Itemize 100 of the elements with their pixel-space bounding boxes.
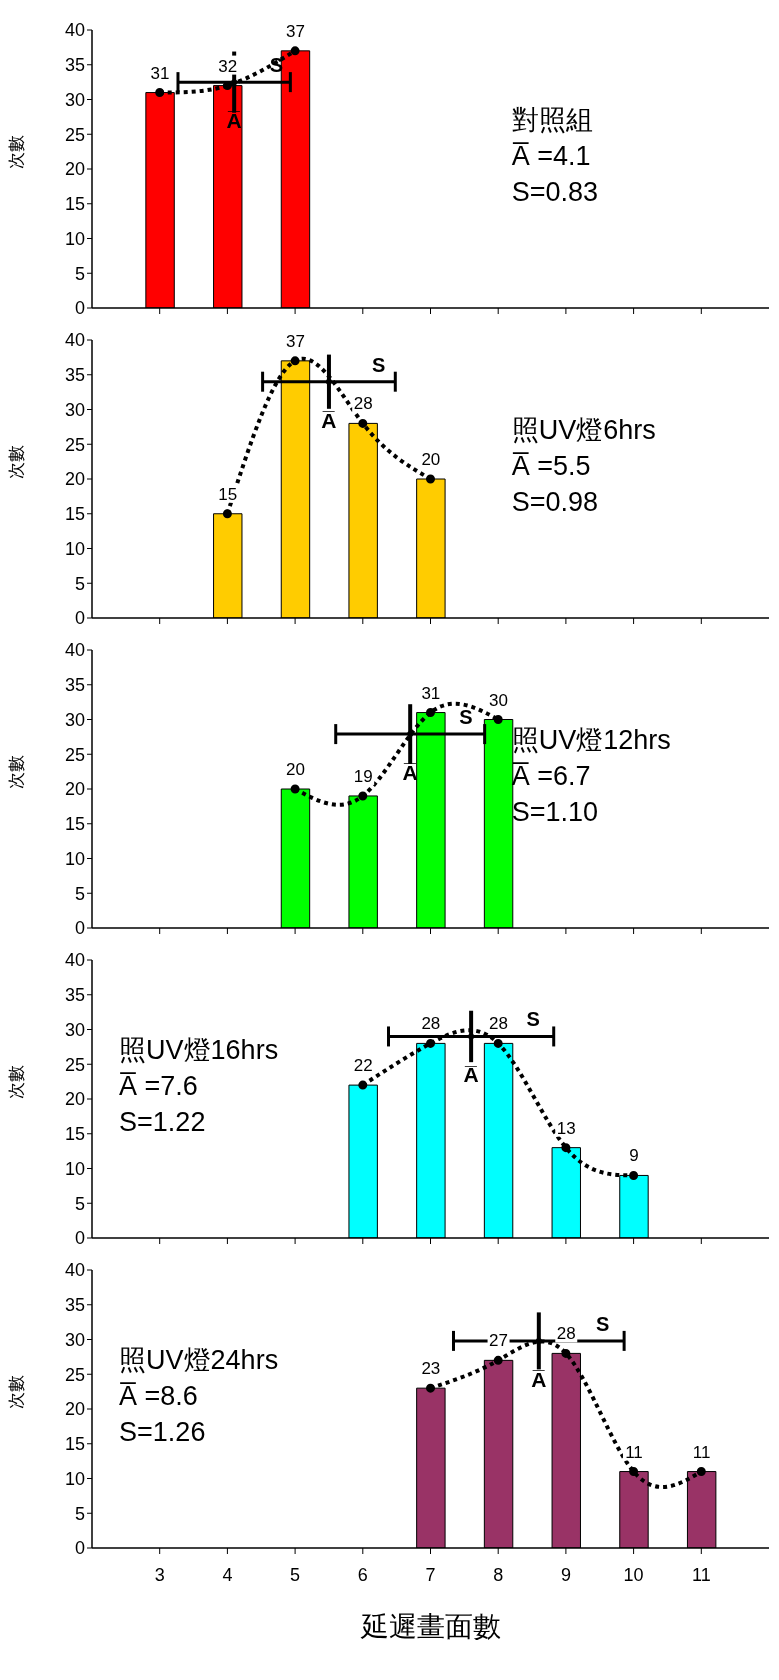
y-tick-label: 15 (64, 194, 85, 215)
data-label: 31 (150, 63, 170, 83)
y-tick-label: 25 (64, 744, 85, 765)
y-axis-title: 次數 (7, 135, 27, 169)
annotation: A̅ =7.6 (119, 1070, 199, 1104)
y-tick-label: 30 (64, 1019, 85, 1040)
text: 照UV燈16hrs (119, 1034, 279, 1068)
y-tick-label: 10 (64, 848, 85, 869)
data-label: 20 (286, 760, 305, 779)
y-axis-title: 次數 (7, 1065, 27, 1099)
annotation: S (459, 706, 473, 729)
y-tick-label: 40 (64, 20, 85, 41)
y-tick-label: 15 (64, 1124, 85, 1145)
y-tick-label: 0 (74, 1538, 85, 1559)
annotation: A̅ =5.5 (511, 450, 592, 484)
y-axis-title: 次數 (7, 755, 27, 789)
y-tick-label: 5 (74, 263, 85, 284)
annotation: A̅ =8.6 (119, 1380, 199, 1414)
annotation: A̅ =4.1 (511, 140, 592, 174)
data-label: 13 (556, 1118, 576, 1138)
data-label: 9 (629, 1146, 639, 1166)
y-tick-label: 5 (74, 1503, 85, 1524)
x-tick-label: 11 (691, 1564, 711, 1585)
y-axis-title: 次數 (7, 445, 27, 479)
y-tick-label: 15 (64, 814, 85, 835)
y-tick-label: 40 (64, 640, 85, 661)
y-tick-label: 30 (64, 89, 85, 110)
y-tick-label: 10 (64, 228, 85, 249)
data-label: 22 (353, 1056, 373, 1076)
annotation: S=1.22 (119, 1106, 207, 1140)
y-tick-label: 30 (64, 709, 85, 730)
x-tick-label: 8 (493, 1564, 504, 1585)
y-tick-label: 20 (64, 1399, 85, 1420)
y-tick-label: 25 (64, 1054, 85, 1075)
text: 照UV燈12hrs (511, 724, 671, 758)
data-label: 11 (625, 1442, 643, 1462)
x-axis-title: 延遲畫面數 (359, 1611, 501, 1642)
annotation: S (372, 353, 386, 376)
y-tick-label: 25 (64, 434, 85, 455)
annotation: S (596, 1312, 610, 1335)
y-tick-label: 40 (64, 950, 85, 971)
annotation: S=0.98 (511, 486, 600, 520)
y-tick-label: 20 (64, 1089, 85, 1110)
x-tick-label: 9 (560, 1564, 571, 1585)
text: 照UV燈24hrs (119, 1344, 279, 1378)
y-tick-label: 40 (64, 330, 85, 351)
y-tick-label: 20 (64, 159, 85, 180)
series-label: A̅ (321, 408, 337, 432)
x-tick-label: 10 (623, 1564, 644, 1585)
y-tick-label: 5 (74, 1193, 85, 1214)
y-tick-label: 15 (64, 1434, 85, 1455)
y-tick-label: 10 (64, 538, 85, 559)
data-label: 28 (353, 394, 373, 414)
y-tick-label: 0 (74, 608, 85, 629)
y-tick-label: 10 (64, 1468, 85, 1489)
y-tick-label: 30 (64, 399, 85, 420)
data-label: 32 (218, 56, 238, 76)
x-tick-label: 6 (357, 1564, 368, 1585)
data-label: 37 (286, 21, 305, 41)
data-label: 30 (489, 690, 509, 710)
data-label: 19 (353, 766, 373, 786)
x-tick-label: 7 (425, 1564, 436, 1585)
y-tick-label: 35 (64, 985, 85, 1006)
y-tick-label: 25 (64, 1364, 85, 1385)
data-label: 27 (489, 1331, 509, 1351)
series-label: A̅ (226, 109, 242, 133)
y-tick-label: 35 (64, 1295, 85, 1316)
y-tick-label: 15 (64, 504, 85, 525)
y-tick-label: 40 (64, 1260, 85, 1281)
y-tick-label: 20 (64, 779, 85, 800)
annotation: S=0.83 (511, 176, 599, 210)
text: 對照組 (511, 104, 594, 138)
annotation: S (526, 1008, 540, 1031)
y-tick-label: 5 (74, 883, 85, 904)
y-tick-label: 35 (64, 365, 85, 386)
data-label: 28 (421, 1014, 441, 1034)
y-tick-label: 10 (64, 1158, 85, 1179)
series-label: A̅ (531, 1367, 547, 1391)
data-label: 15 (218, 484, 238, 504)
y-tick-label: 35 (64, 675, 85, 696)
data-label: 20 (421, 450, 441, 469)
y-tick-label: 0 (74, 298, 85, 319)
y-tick-label: 5 (74, 573, 85, 594)
data-label: 28 (489, 1014, 509, 1034)
annotation: S=1.10 (511, 796, 600, 830)
text: 照UV燈6hrs (511, 414, 656, 448)
data-label: 31 (421, 683, 441, 703)
y-tick-label: 0 (74, 918, 85, 939)
data-label: 11 (692, 1442, 711, 1462)
y-axis-title: 次數 (7, 1375, 27, 1409)
data-label: 37 (286, 331, 305, 351)
y-tick-label: 25 (64, 124, 85, 145)
x-tick-label: 4 (222, 1564, 233, 1585)
y-tick-label: 35 (64, 55, 85, 76)
data-label: 23 (421, 1359, 441, 1379)
y-tick-label: 0 (74, 1228, 85, 1249)
y-tick-label: 30 (64, 1329, 85, 1350)
x-tick-label: 3 (154, 1564, 165, 1585)
y-tick-label: 20 (64, 469, 85, 490)
x-tick-label: 5 (290, 1564, 301, 1585)
